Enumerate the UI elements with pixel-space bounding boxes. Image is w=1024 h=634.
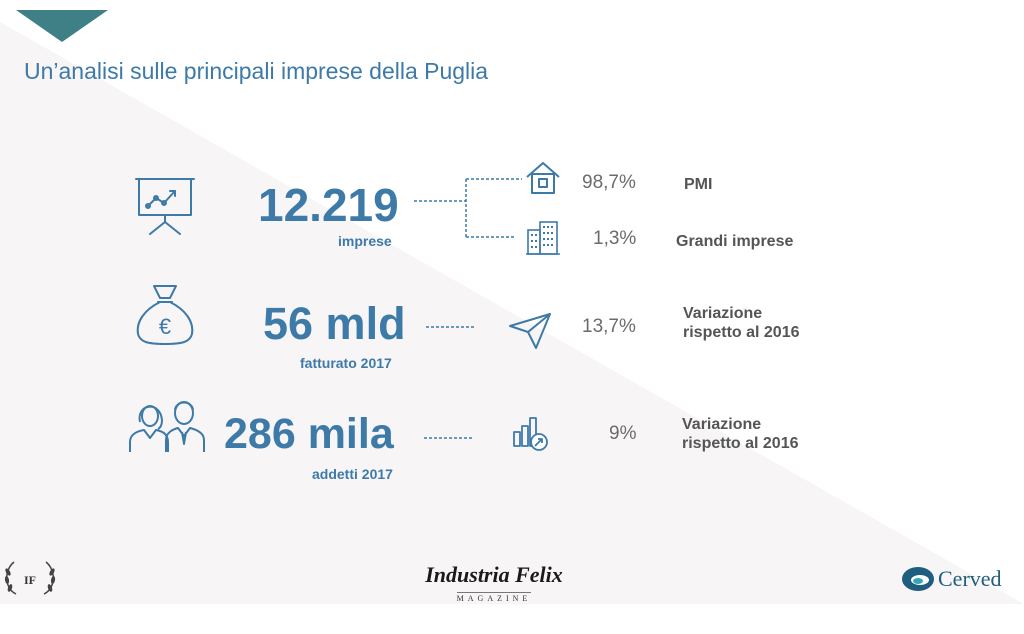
industria-felix-text: Industria Felix	[425, 562, 563, 587]
logo-left-text: IF	[24, 573, 36, 587]
variation-line1: Variazione	[682, 416, 762, 433]
svg-text:€: €	[159, 314, 171, 339]
people-icon	[129, 401, 205, 452]
grandi-imprese-label: Grandi imprese	[676, 233, 794, 250]
variation-line1: Variazione	[683, 305, 763, 322]
presentation-chart-icon	[135, 178, 195, 235]
grandi-imprese-percent: 1,3%	[593, 228, 637, 249]
fatturato-variation-label: Variazione rispetto al 2016	[683, 304, 800, 342]
imprese-value: 12.219	[258, 179, 399, 231]
industria-felix-logo: Industria Felix MAGAZINE	[414, 562, 574, 606]
page-title: Un’analisi sulle principali imprese dell…	[24, 58, 489, 84]
variation-line2: rispetto al 2016	[682, 435, 799, 452]
paper-plane-icon	[509, 313, 551, 349]
money-bag-euro-icon: €	[136, 285, 194, 345]
cerved-text: Cerved	[938, 566, 1002, 591]
addetti-variation-label: Variazione rispetto al 2016	[682, 415, 799, 453]
building-icon	[526, 221, 560, 255]
imprese-caption: imprese	[338, 233, 392, 249]
pmi-label: PMI	[684, 176, 713, 193]
addetti-value: 286 mila	[224, 410, 394, 458]
pmi-percent: 98,7%	[582, 172, 636, 193]
house-icon	[526, 162, 560, 194]
corner-triangle	[16, 10, 108, 42]
fatturato-value: 56 mld	[263, 298, 406, 349]
growth-chart-icon	[513, 417, 548, 451]
fatturato-caption: fatturato 2017	[300, 355, 392, 371]
variation-line2: rispetto al 2016	[683, 324, 800, 341]
addetti-percent: 9%	[609, 423, 637, 444]
laurel-logo-icon: IF	[4, 561, 56, 595]
addetti-caption: addetti 2017	[312, 466, 393, 482]
fatturato-percent: 13,7%	[582, 316, 636, 337]
cerved-logo-icon	[902, 567, 934, 591]
footer-bar	[0, 604, 1024, 634]
magazine-text: MAGAZINE	[456, 592, 532, 603]
